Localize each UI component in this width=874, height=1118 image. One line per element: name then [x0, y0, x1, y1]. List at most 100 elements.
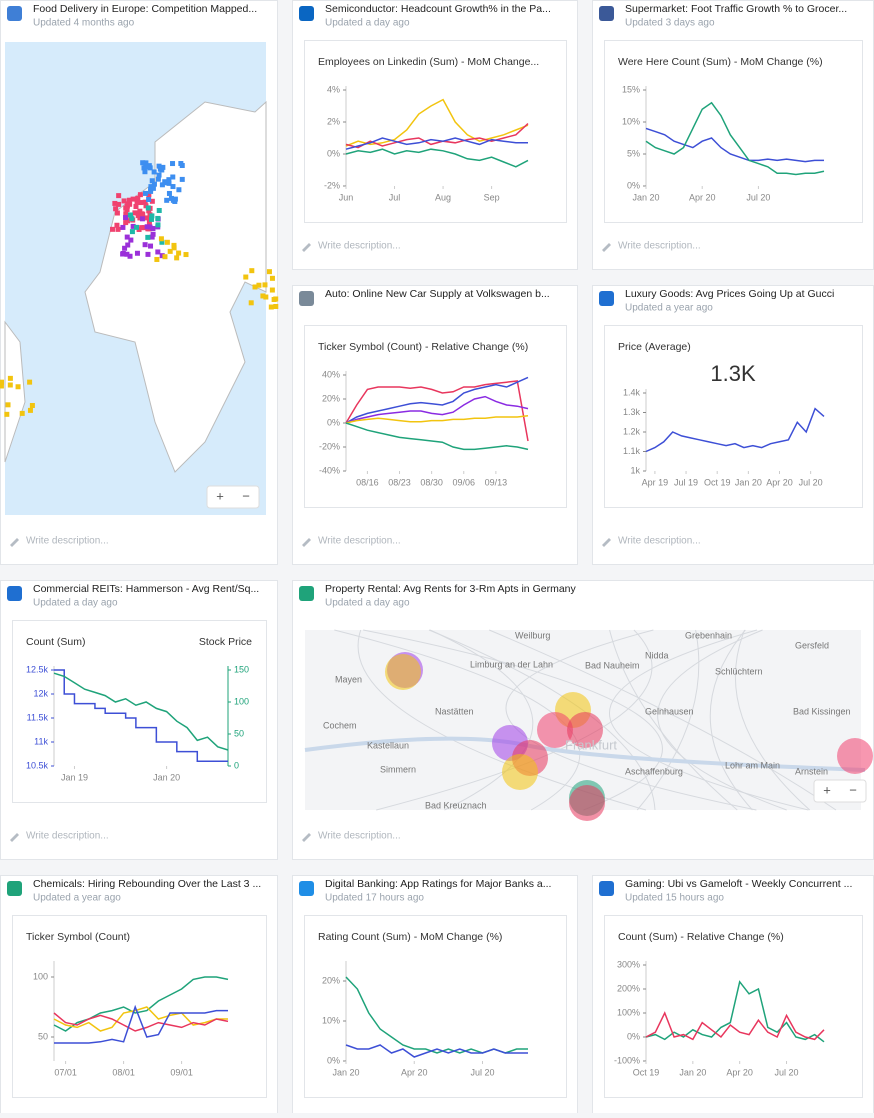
chart-panel — [304, 40, 567, 223]
y-tick-label: 100 — [234, 696, 249, 706]
zoom-out[interactable]: − — [242, 488, 250, 503]
map-point — [114, 222, 120, 228]
card-title[interactable]: Property Rental: Avg Rents for 3-Rm Apts… — [325, 583, 576, 595]
map-point — [168, 195, 174, 201]
description[interactable]: Write description... — [26, 831, 109, 842]
description[interactable]: Write description... — [618, 536, 701, 547]
place-label: Grebenhain — [685, 630, 732, 640]
card-icon — [299, 586, 314, 601]
map-point — [134, 224, 140, 230]
card-updated: Updated a year ago — [33, 893, 121, 904]
y-tick-label: 11k — [34, 736, 48, 746]
chart-panel — [304, 915, 567, 1098]
map-point — [266, 269, 272, 275]
x-tick-label: 09/01 — [170, 1067, 193, 1077]
bubble — [567, 712, 603, 748]
description[interactable]: Write description... — [26, 536, 109, 547]
map-point — [155, 222, 161, 228]
x-tick-label: 08/30 — [420, 477, 443, 487]
map-point — [149, 216, 155, 222]
chart-title: Ticker Symbol (Count) — [26, 931, 130, 943]
map-point — [143, 190, 149, 196]
x-tick-label: Jul 19 — [674, 477, 698, 487]
x-tick-label: 08/23 — [388, 477, 411, 487]
map-point — [139, 216, 145, 222]
description[interactable]: Write description... — [318, 241, 401, 252]
map-point — [128, 237, 134, 243]
card-icon — [7, 6, 22, 21]
map-point — [130, 223, 136, 229]
zoom-in[interactable]: + — [216, 488, 224, 503]
y-tick-label: 12.5k — [26, 664, 49, 674]
map-point — [155, 249, 161, 255]
map-point — [156, 207, 162, 213]
x-tick-label: Apr 19 — [642, 477, 669, 487]
description[interactable]: Write description... — [318, 831, 401, 842]
map-point — [273, 304, 279, 310]
x-tick-label: Jul 20 — [470, 1067, 494, 1077]
y-tick-label: 5% — [627, 148, 640, 158]
y-tick-label: 40% — [322, 369, 340, 379]
place-label: Aschaffenburg — [625, 766, 683, 776]
card-title[interactable]: Food Delivery in Europe: Competition Map… — [33, 3, 257, 15]
map-point — [179, 163, 185, 169]
card-title[interactable]: Gaming: Ubi vs Gameloft - Weekly Concurr… — [625, 878, 852, 890]
pencil-icon — [10, 538, 19, 547]
card-title[interactable]: Chemicals: Hiring Rebounding Over the La… — [33, 878, 261, 890]
map-point — [262, 282, 268, 288]
y-tick-label: 1.3k — [623, 407, 641, 417]
map-point — [133, 204, 139, 210]
map-point — [170, 184, 176, 190]
map-point — [268, 304, 274, 310]
map-point — [263, 294, 269, 300]
pencil-icon — [602, 538, 611, 547]
zoom-out[interactable]: − — [849, 782, 857, 797]
x-tick-label: Oct 19 — [704, 477, 731, 487]
map-point — [122, 245, 128, 251]
description[interactable]: Write description... — [618, 241, 701, 252]
x-tick-label: Jun — [339, 192, 354, 202]
map-point — [123, 215, 129, 221]
x-tick-label: Jan 19 — [61, 772, 88, 782]
zoom-in[interactable]: + — [823, 782, 831, 797]
map-point — [135, 210, 141, 216]
y-tick-label: 0% — [627, 180, 640, 190]
map-point — [120, 251, 126, 257]
card-icon — [599, 291, 614, 306]
card-title[interactable]: Supermarket: Foot Traffic Growth % to Gr… — [625, 3, 847, 15]
chart-title: Employees on Linkedin (Sum) - MoM Change… — [318, 56, 539, 68]
series-line — [345, 415, 529, 424]
map-point — [140, 211, 146, 217]
card-updated: Updated a day ago — [325, 18, 410, 29]
map-point — [248, 300, 254, 306]
road — [608, 629, 809, 811]
map-point — [141, 225, 147, 231]
map-point — [144, 224, 150, 230]
map-point — [140, 160, 146, 166]
map-point — [134, 199, 140, 205]
chart-title: Count (Sum) — [26, 636, 86, 648]
map-point — [162, 179, 168, 185]
map-point — [115, 226, 121, 232]
card-title[interactable]: Commercial REITs: Hammerson - Avg Rent/S… — [33, 583, 259, 595]
y-tick-label: 0% — [327, 417, 340, 427]
map-point — [145, 205, 151, 211]
map-point — [110, 226, 116, 232]
card-title[interactable]: Semiconductor: Headcount Growth% in the … — [325, 3, 551, 15]
card-title[interactable]: Digital Banking: App Ratings for Major B… — [325, 878, 551, 890]
series-line — [345, 148, 529, 168]
map-point — [120, 224, 126, 230]
card-title[interactable]: Luxury Goods: Avg Prices Going Up at Guc… — [625, 288, 834, 300]
map-point — [137, 192, 143, 198]
card-title[interactable]: Auto: Online New Car Supply at Volkswage… — [325, 288, 550, 300]
pencil-icon — [302, 243, 311, 252]
map-point — [129, 229, 135, 235]
road — [636, 629, 700, 811]
map-point — [127, 212, 133, 218]
map-point — [170, 161, 176, 167]
description[interactable]: Write description... — [318, 536, 401, 547]
map-point — [159, 239, 165, 245]
x-tick-label: Jan 20 — [332, 1067, 359, 1077]
map-point — [145, 251, 151, 257]
map-point — [123, 211, 129, 217]
